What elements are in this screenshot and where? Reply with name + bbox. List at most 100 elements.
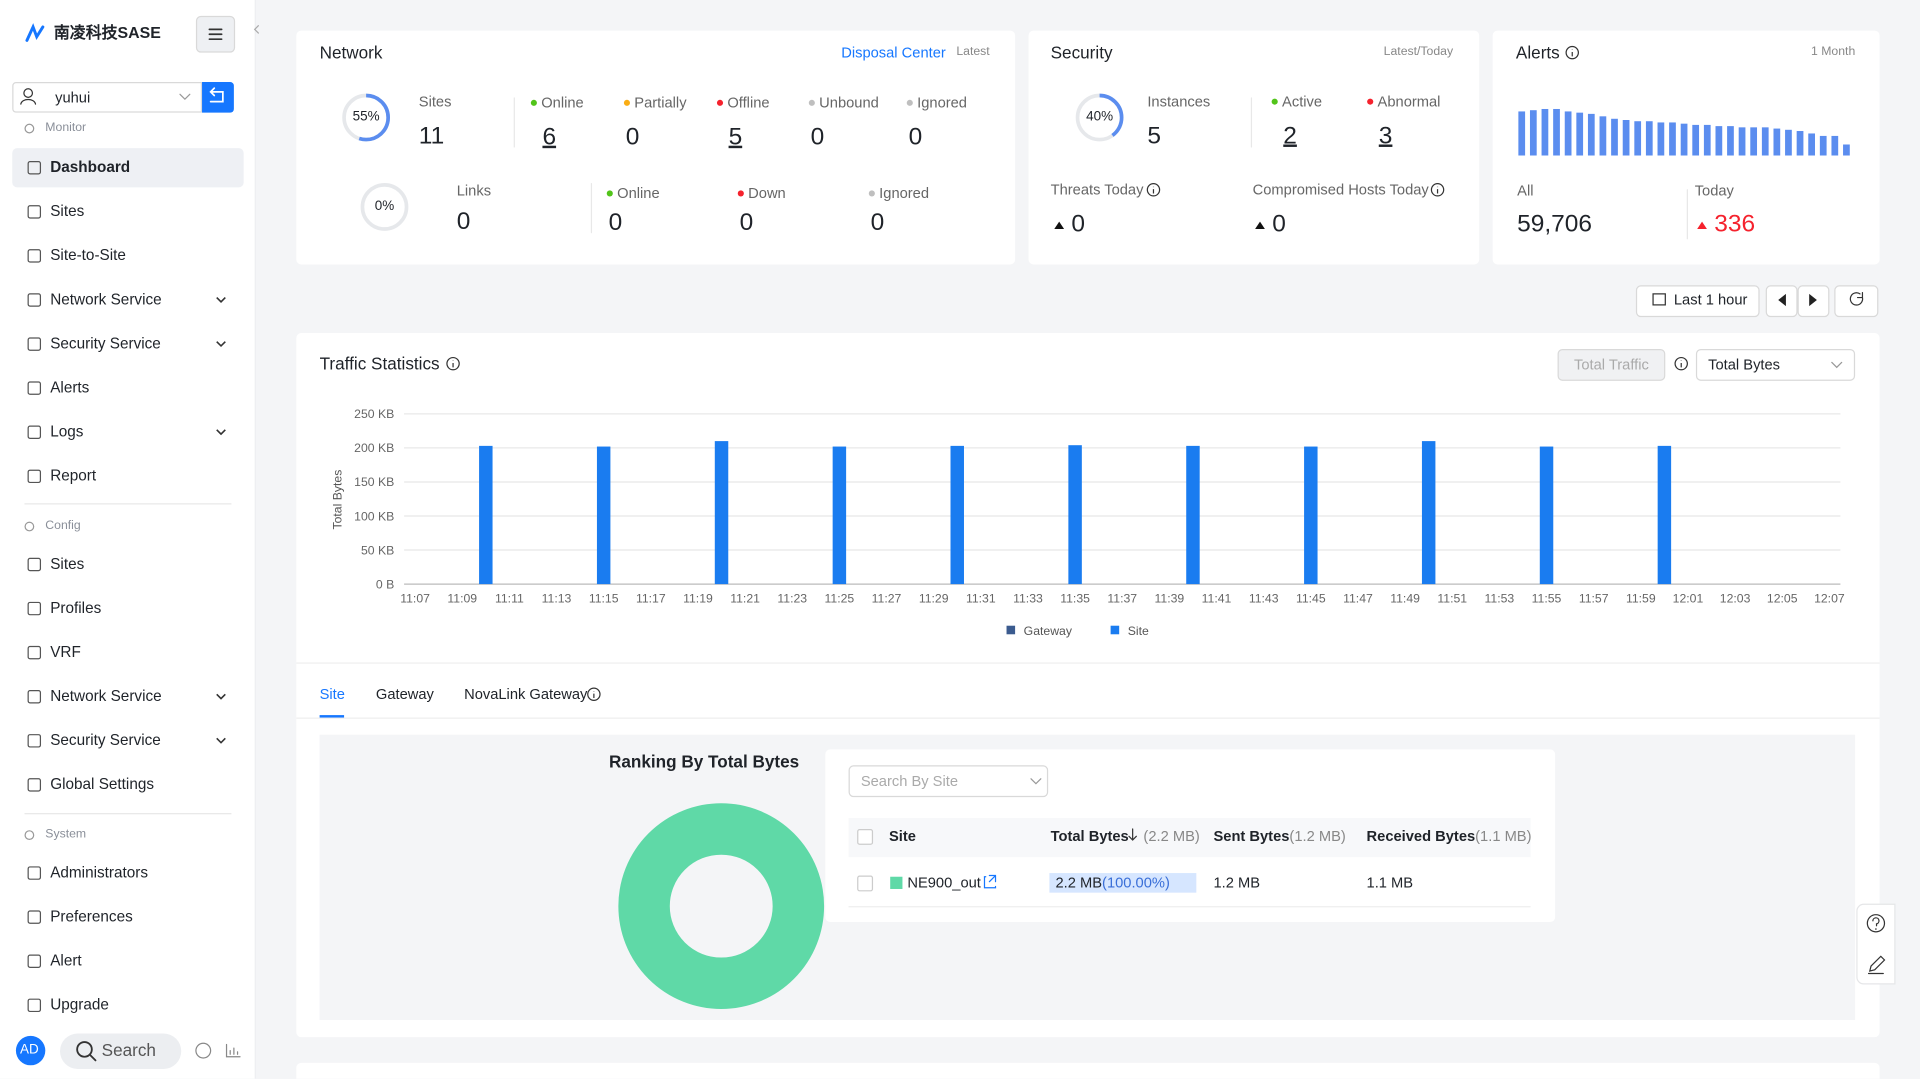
status-name: Online — [541, 94, 584, 112]
alert-bar — [1692, 124, 1700, 156]
stat-count: 0 — [1071, 210, 1086, 238]
nav-icon — [27, 645, 42, 660]
search-pill[interactable] — [60, 1033, 182, 1069]
site-search[interactable] — [848, 765, 1049, 798]
nav-item[interactable]: Global Settings — [50, 775, 155, 793]
nav-item[interactable]: Administrators — [50, 863, 149, 882]
status-count[interactable]: 6 — [542, 123, 557, 151]
status-name: Ignored — [917, 94, 967, 112]
checkbox[interactable] — [857, 875, 874, 892]
range-button[interactable] — [1635, 285, 1760, 318]
legend-label: Gateway — [1024, 624, 1073, 638]
nav-item[interactable]: Logs — [50, 423, 84, 441]
brand: 南凌科技SASE — [53, 23, 161, 42]
search-icon — [76, 1041, 93, 1058]
info-icon — [1430, 183, 1445, 197]
nav-item[interactable]: Upgrade — [50, 996, 109, 1014]
tab-indicator — [319, 715, 345, 718]
stat-label: Threats Today — [1050, 180, 1144, 199]
nav-item[interactable]: Site-to-Site — [50, 246, 126, 264]
nav-item[interactable]: Alert — [50, 952, 82, 970]
separator — [296, 717, 1880, 719]
status-count[interactable]: 5 — [728, 123, 743, 151]
x-tick-label: 11:37 — [1107, 591, 1137, 605]
x-tick-label: 11:59 — [1626, 591, 1656, 605]
nav-item[interactable]: Network Service — [50, 290, 162, 308]
next-card — [296, 1062, 1880, 1079]
chart-title: Ranking By Total Bytes — [608, 751, 800, 771]
user-select[interactable] — [12, 82, 203, 113]
ring-label: 40% — [1086, 109, 1114, 125]
nav-item[interactable]: VRF — [50, 643, 81, 661]
alert-bar — [1680, 123, 1688, 156]
edit-icon[interactable] — [1867, 955, 1886, 975]
float-tools — [1856, 903, 1896, 985]
ring-label: 0% — [374, 198, 395, 214]
help-icon — [1872, 917, 1880, 931]
nav-item[interactable]: Sites — [50, 555, 85, 573]
user-icon — [20, 98, 37, 105]
refresh-icon — [1849, 292, 1864, 306]
status-name: Abnormal — [1377, 92, 1441, 110]
nav-group: System — [45, 827, 87, 842]
status-dot — [1367, 98, 1374, 105]
status-count: 0 — [870, 209, 885, 237]
group-icon — [24, 521, 35, 532]
y-tick-label: 50 KB — [361, 543, 394, 557]
switch-button[interactable] — [202, 82, 234, 113]
nav-icon — [27, 205, 42, 219]
metric-select[interactable] — [1695, 348, 1856, 381]
separator — [296, 662, 1880, 664]
total-traffic-button[interactable] — [1557, 348, 1666, 381]
nav-item[interactable]: Report — [50, 467, 97, 485]
ring-label: 55% — [352, 109, 380, 125]
alert-bar — [1738, 127, 1746, 156]
avatar[interactable] — [15, 1035, 46, 1066]
status-dot — [623, 99, 631, 106]
button-label[interactable]: Total Traffic — [1573, 356, 1649, 374]
select-value[interactable]: Total Bytes — [1708, 356, 1781, 374]
nav-item[interactable]: Security Service — [50, 731, 161, 749]
nav-item[interactable]: Preferences — [50, 907, 133, 926]
search-placeholder[interactable]: Search By Site — [860, 772, 959, 790]
nav-icon — [27, 734, 42, 748]
status-name: Partially — [634, 94, 687, 112]
tab[interactable]: NovaLink Gateway — [464, 685, 588, 703]
alert-bar — [1599, 116, 1607, 156]
user-name[interactable]: yuhui — [55, 89, 91, 107]
card-link[interactable]: Disposal Center — [841, 43, 946, 61]
site-name[interactable]: NE900_out — [907, 874, 981, 892]
nav-item[interactable]: Alerts — [50, 378, 90, 397]
stat-count: 0 — [1272, 210, 1286, 238]
logo — [25, 23, 45, 42]
nav-item[interactable]: Sites — [50, 202, 85, 220]
stat-count: 11 — [418, 122, 445, 150]
alert-bar — [1703, 124, 1711, 156]
card-scope: 1 Month — [1811, 45, 1856, 59]
tab[interactable]: Gateway — [375, 685, 434, 703]
x-tick-label: 11:51 — [1437, 591, 1467, 605]
tab[interactable]: Site — [319, 685, 345, 703]
status-count[interactable]: 3 — [1378, 122, 1393, 150]
nav-icon — [27, 954, 42, 968]
nav-item[interactable]: Dashboard — [50, 158, 131, 176]
status-count[interactable]: 2 — [1283, 122, 1297, 150]
search-text[interactable]: Search — [101, 1040, 156, 1060]
external-link[interactable] — [983, 874, 997, 889]
checkbox[interactable] — [857, 828, 874, 845]
nav-item[interactable]: Network Service — [50, 687, 162, 705]
nav-item[interactable]: Profiles — [50, 599, 102, 617]
nav-icon — [27, 998, 42, 1013]
help-icon[interactable] — [1866, 914, 1886, 933]
column-label: Sent Bytes — [1213, 827, 1290, 845]
nav-item[interactable]: Security Service — [50, 334, 161, 353]
chevron — [1030, 361, 1843, 785]
refresh-button[interactable] — [1834, 285, 1879, 318]
column-total: (2.2 MB) — [1143, 827, 1200, 845]
alert-bar — [1715, 126, 1723, 156]
alert-bar — [1634, 121, 1642, 156]
info-icon — [446, 356, 460, 371]
nav-icon — [27, 469, 42, 484]
range-label[interactable]: Last 1 hour — [1673, 291, 1748, 309]
status-count: 0 — [608, 209, 623, 237]
